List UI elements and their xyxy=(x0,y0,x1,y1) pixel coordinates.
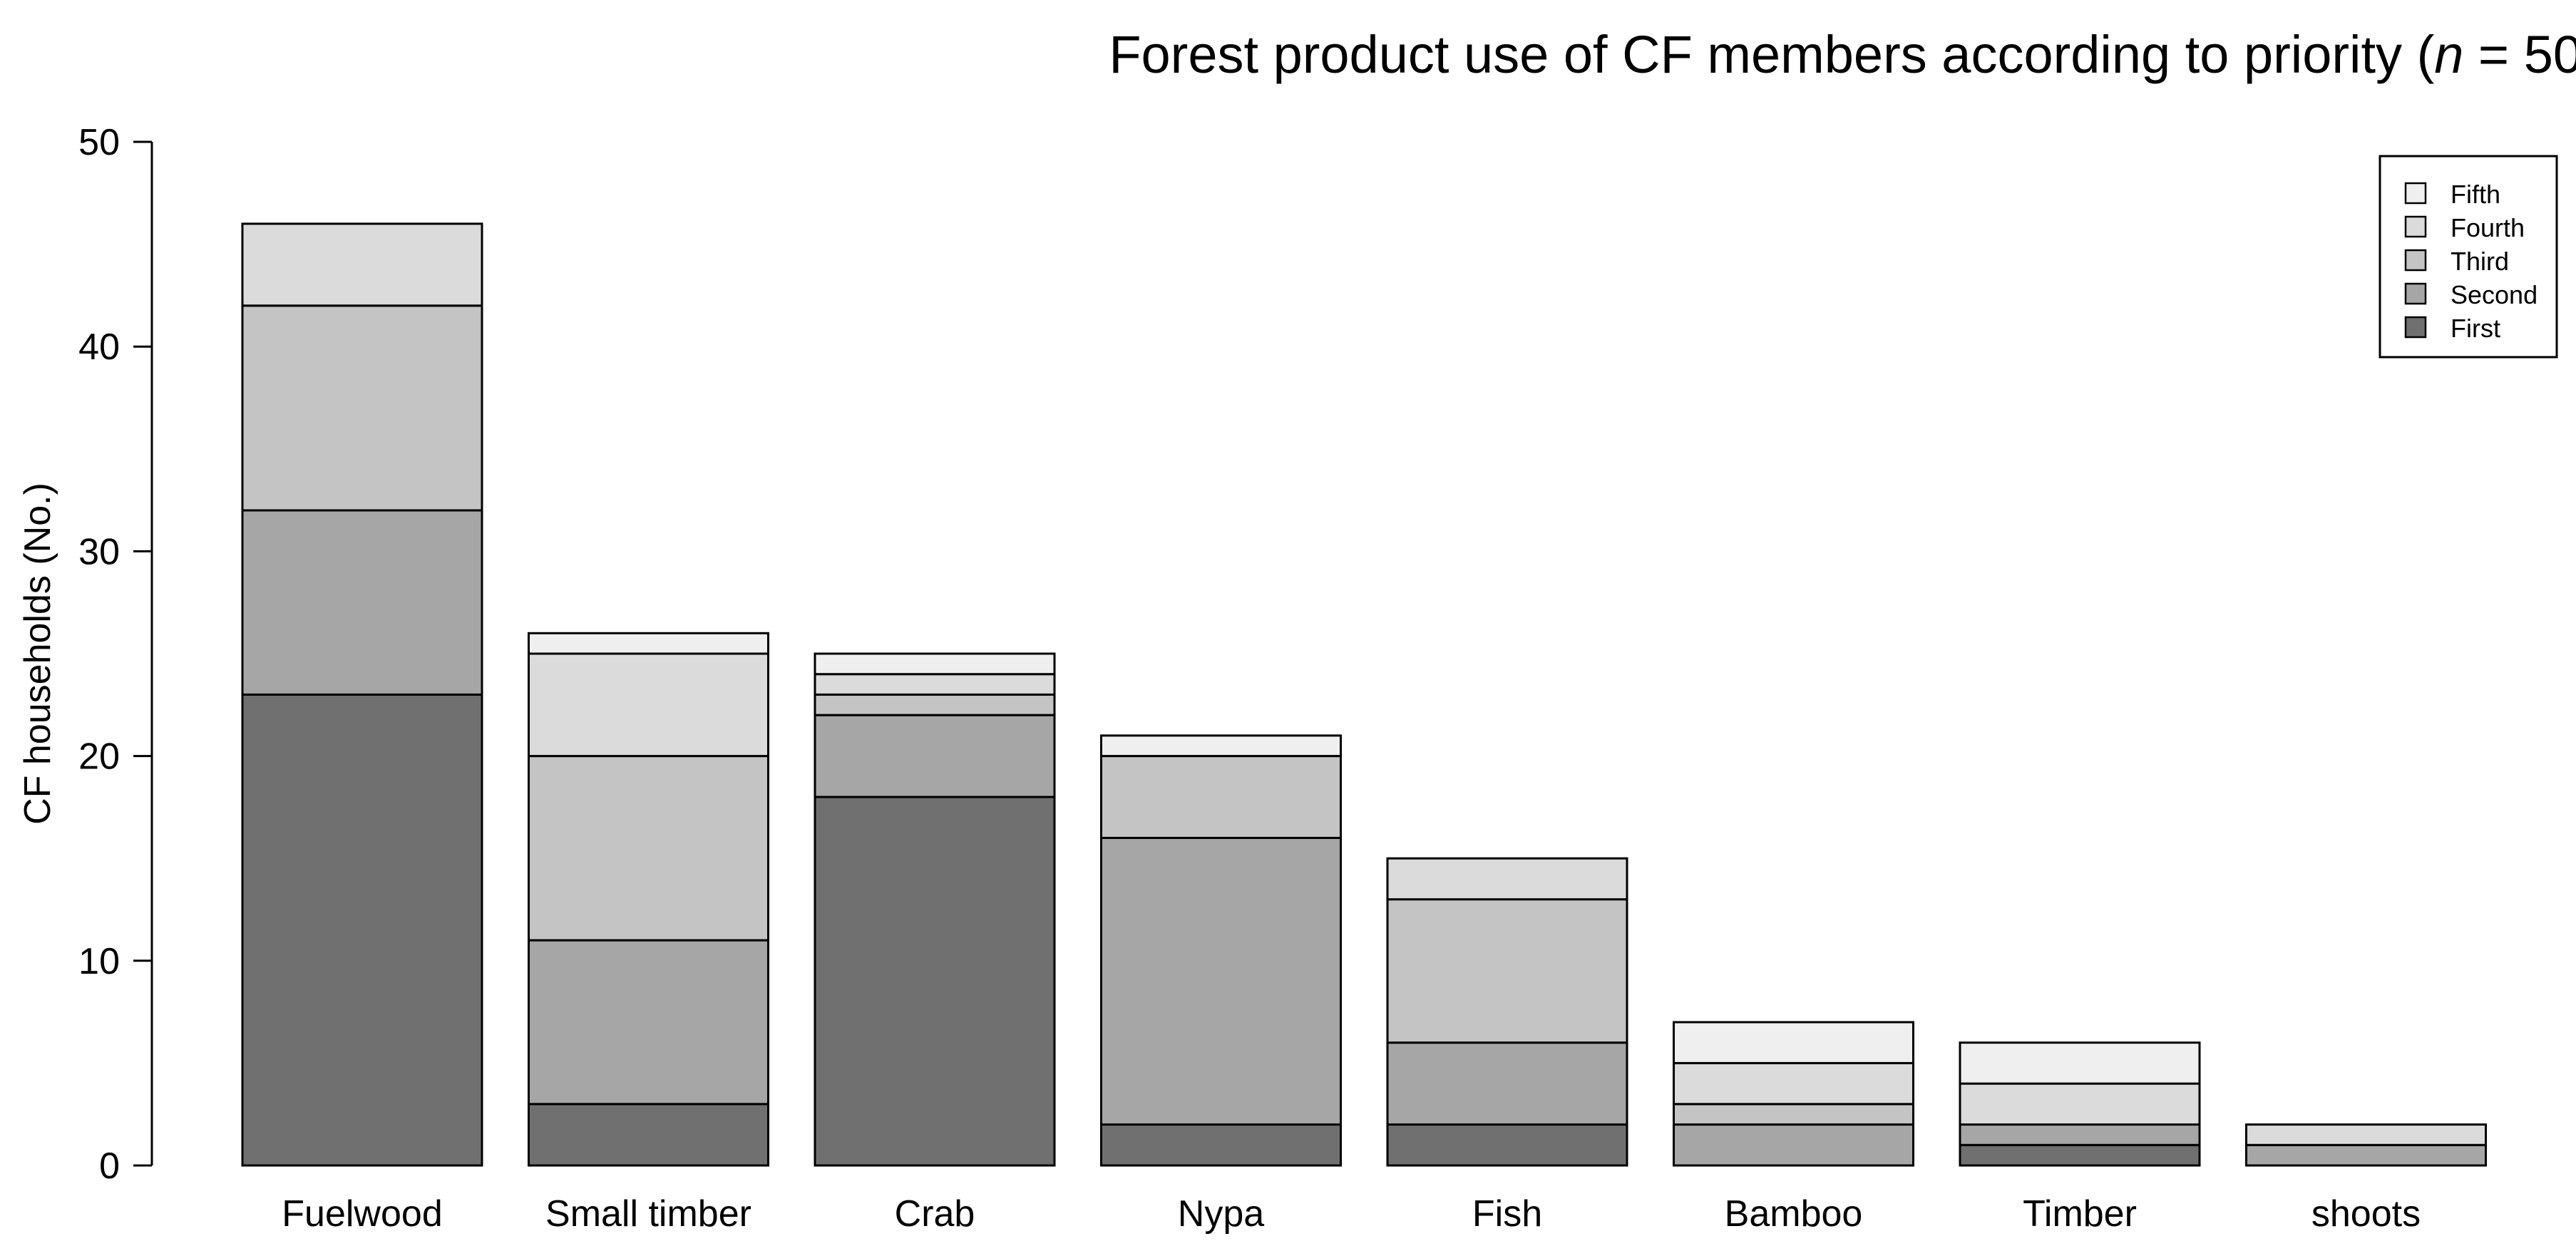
bar-segment-fifth xyxy=(1673,1021,1914,1064)
bar-segment-third xyxy=(1673,1103,1914,1126)
bar-segment-fifth xyxy=(1100,734,1342,758)
x-tick-label: Small timber xyxy=(545,1193,751,1235)
x-tick-label: Timber xyxy=(2023,1193,2137,1235)
y-tick-label: 40 xyxy=(78,326,120,368)
y-tick-label: 10 xyxy=(78,941,120,982)
y-tick-label: 30 xyxy=(78,531,120,572)
bar-segment-fourth xyxy=(1673,1061,1914,1106)
bar-segment-second xyxy=(814,714,1056,798)
title-italic: n xyxy=(2434,25,2463,84)
legend: Fifth Fourth Third Second First xyxy=(2379,155,2558,359)
y-tick-label: 20 xyxy=(78,736,120,778)
bar-segment-fourth xyxy=(1386,857,1628,901)
y-tick-label: 50 xyxy=(78,122,120,163)
bar-segment-third xyxy=(528,755,769,942)
x-tick-label: shoots xyxy=(2311,1193,2421,1235)
bar-segment-first xyxy=(1386,1123,1628,1167)
legend-swatch-fourth xyxy=(2404,215,2427,238)
bar-segment-first xyxy=(241,693,483,1167)
bar-segment-fourth xyxy=(528,652,769,758)
bar-segment-third xyxy=(241,304,483,512)
x-tick-label: Fuelwood xyxy=(282,1193,442,1235)
bar-segment-third xyxy=(814,693,1056,716)
bar-segment-fourth xyxy=(241,222,483,307)
legend-swatch-first xyxy=(2404,316,2427,339)
bar-segment-second xyxy=(528,939,769,1106)
bar-segment-second xyxy=(2245,1143,2487,1167)
title-main: Forest product use of CF members accordi… xyxy=(1109,25,2434,84)
legend-swatch-third xyxy=(2404,249,2427,272)
legend-label-fifth: Fifth xyxy=(2451,180,2500,209)
bar-segment-first xyxy=(528,1103,769,1167)
y-tick-label: 0 xyxy=(99,1146,120,1187)
x-tick-label: Fish xyxy=(1472,1193,1542,1235)
bar-segment-first xyxy=(1100,1123,1342,1167)
bar-group xyxy=(241,222,2487,1167)
y-axis: 0 10 20 30 40 50 xyxy=(78,122,153,1187)
bar-segment-second xyxy=(1386,1041,1628,1126)
bar-segment-fifth xyxy=(814,652,1056,676)
bar-segment-second xyxy=(241,509,483,696)
x-tick-label: Bamboo xyxy=(1725,1193,1863,1235)
bar-segment-second xyxy=(1959,1123,2201,1146)
bar-segment-fifth xyxy=(1959,1041,2201,1085)
x-axis-labels: Fuelwood Small timber Crab Nypa Fish Bamboo Ti… xyxy=(282,1193,2421,1235)
legend-label-third: Third xyxy=(2451,247,2509,276)
bar-segment-second xyxy=(1100,836,1342,1126)
legend-swatch-fifth xyxy=(2404,182,2427,205)
legend-swatch-second xyxy=(2404,282,2427,305)
legend-label-fourth: Fourth xyxy=(2451,213,2525,242)
bar-segment-third xyxy=(1100,755,1342,839)
bar-segment-fourth xyxy=(814,673,1056,696)
chart-title: Forest product use of CF members accordi… xyxy=(1109,25,2576,84)
bar-segment-second xyxy=(1673,1123,1914,1167)
bar-segment-fourth xyxy=(1959,1082,2201,1126)
bar-segment-third xyxy=(1386,898,1628,1044)
bar-segment-first xyxy=(814,796,1056,1167)
bar-segment-first xyxy=(1959,1143,2201,1167)
legend-label-second: Second xyxy=(2451,280,2537,309)
y-axis-label: CF households (No.) xyxy=(17,483,58,825)
x-tick-label: Nypa xyxy=(1178,1193,1264,1235)
title-end: = 50) xyxy=(2463,25,2576,84)
bar-segment-fourth xyxy=(2245,1123,2487,1146)
x-tick-label: Crab xyxy=(895,1193,975,1235)
bar-segment-fifth xyxy=(528,632,769,655)
legend-label-first: First xyxy=(2451,314,2500,343)
